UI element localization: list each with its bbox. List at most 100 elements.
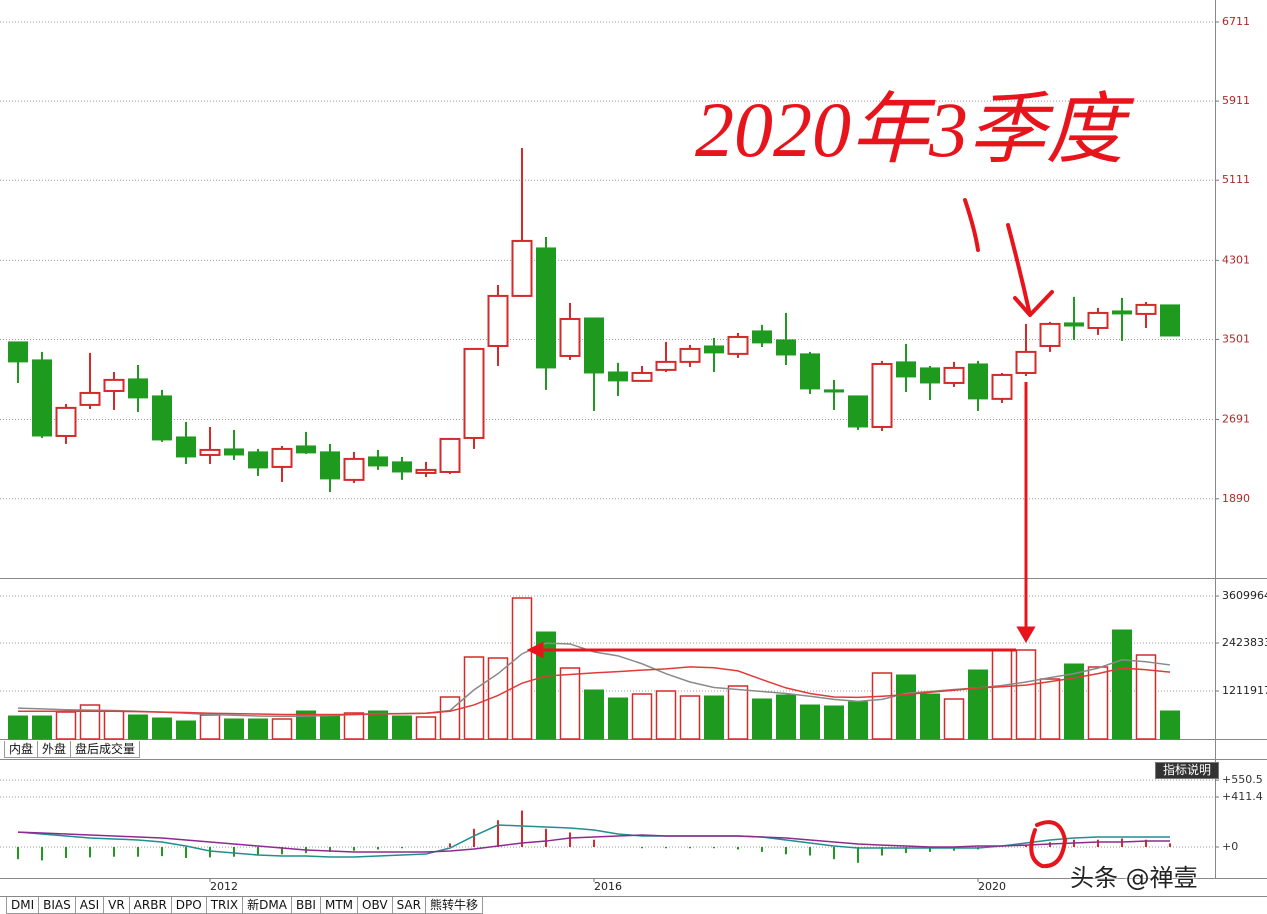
volume-bar	[79, 704, 101, 740]
volume-bar	[1112, 629, 1132, 740]
candle-body	[655, 360, 677, 371]
volume-bar	[824, 705, 844, 740]
volume-bar	[152, 717, 172, 740]
volume-bar	[8, 715, 28, 740]
candle-body	[320, 451, 340, 480]
series-line	[17, 824, 1170, 858]
indicator-button[interactable]: 指标说明	[1155, 762, 1219, 779]
y-tick-label: +411.4	[1222, 790, 1263, 803]
candle-body	[752, 330, 772, 344]
candle-body	[896, 361, 916, 378]
tab[interactable]: ASI	[74, 897, 105, 914]
tab[interactable]: 新DMA	[242, 897, 292, 914]
volume-bar	[199, 714, 221, 740]
tab[interactable]: TRIX	[205, 897, 244, 914]
y-tick-label: 3501	[1222, 332, 1250, 345]
tab[interactable]: DPO	[170, 897, 207, 914]
candle-body	[415, 468, 437, 474]
candle-body	[248, 451, 268, 469]
y-tick-label: 1890	[1222, 492, 1250, 505]
hand-circle	[1029, 820, 1068, 869]
candle-body	[1064, 322, 1084, 327]
candle-body	[8, 341, 28, 363]
tab[interactable]: 内盘	[4, 741, 39, 758]
candle-body	[608, 371, 628, 382]
candle-body	[800, 353, 820, 390]
candle-body	[1087, 311, 1109, 329]
candle-body	[943, 366, 965, 384]
x-tick-label: 2012	[210, 880, 238, 893]
tab[interactable]: ARBR	[128, 897, 172, 914]
candle-body	[103, 378, 125, 392]
candle-body	[176, 436, 196, 458]
tab[interactable]: 外盘	[37, 741, 72, 758]
candle-body	[727, 335, 749, 355]
tab[interactable]: OBV	[357, 897, 393, 914]
candle-body	[32, 359, 52, 437]
candle-body	[152, 395, 172, 441]
tab[interactable]: 熊转牛移	[424, 897, 483, 914]
y-tick-label: 1211917	[1222, 684, 1267, 697]
y-tick-label: 6711	[1222, 15, 1250, 28]
volume-bar	[800, 704, 820, 740]
tab[interactable]: MTM	[319, 897, 359, 914]
volume-bar	[296, 710, 316, 740]
candle-body	[679, 347, 701, 363]
tab[interactable]: 盘后成交量	[70, 741, 141, 758]
candle-body	[128, 378, 148, 399]
x-tick-label: 2016	[594, 880, 622, 893]
volume-bar	[704, 695, 724, 740]
hand-stroke	[963, 198, 980, 252]
hand-arrow	[1006, 223, 1054, 317]
tab[interactable]: SAR	[391, 897, 426, 914]
candle-body	[296, 445, 316, 454]
y-tick-label: +0	[1222, 840, 1238, 853]
candle-body	[1112, 310, 1132, 315]
annotation: 2020年3季度	[695, 86, 1135, 173]
volume-bar	[943, 698, 965, 740]
volume-bar	[392, 715, 412, 740]
candle-body	[343, 457, 365, 481]
arrows	[526, 382, 1036, 659]
tab[interactable]: DMI	[6, 897, 40, 914]
y-tick-label: 2423833	[1222, 636, 1267, 649]
candle-body	[991, 373, 1013, 400]
volume-bar	[608, 697, 628, 740]
volume-bar	[776, 694, 796, 740]
volume-bar	[32, 715, 52, 740]
candle-body	[536, 247, 556, 369]
tab[interactable]: BBI	[290, 897, 321, 914]
candle-body	[487, 294, 509, 347]
candle-body	[968, 363, 988, 400]
tab[interactable]: BIAS	[38, 897, 76, 914]
candle-body	[631, 371, 653, 382]
tab[interactable]: VR	[103, 897, 130, 914]
volume-bar	[991, 649, 1013, 740]
candle-body	[559, 317, 581, 357]
arrow-head	[526, 641, 544, 659]
volume-bar	[511, 597, 533, 740]
candle-body	[55, 406, 77, 437]
candle-body	[511, 239, 533, 297]
volume-bar	[248, 718, 268, 740]
volume-tabs: 内盘 外盘 盘后成交量	[4, 741, 141, 758]
indicator-tabs: DMI BIAS ASI VR ARBR DPO TRIX 新DMA BBI MTM OBV SAR 熊…	[6, 897, 483, 914]
volume-bar	[752, 698, 772, 740]
volume-bar	[55, 711, 77, 740]
volume-bar	[368, 710, 388, 740]
volume-bar	[968, 669, 988, 740]
candle-body	[920, 367, 940, 384]
candle-body	[871, 362, 893, 428]
candle-body	[439, 437, 461, 473]
y-tick-label: +550.5	[1222, 773, 1263, 786]
volume-bar	[1039, 678, 1061, 740]
volume-bar	[584, 689, 604, 740]
candle-body	[1135, 303, 1157, 315]
volume-bar	[536, 631, 556, 740]
volume-bar	[1135, 654, 1157, 740]
y-tick-label: 2691	[1222, 413, 1250, 426]
volume-bar	[128, 714, 148, 740]
candle-body	[224, 448, 244, 456]
